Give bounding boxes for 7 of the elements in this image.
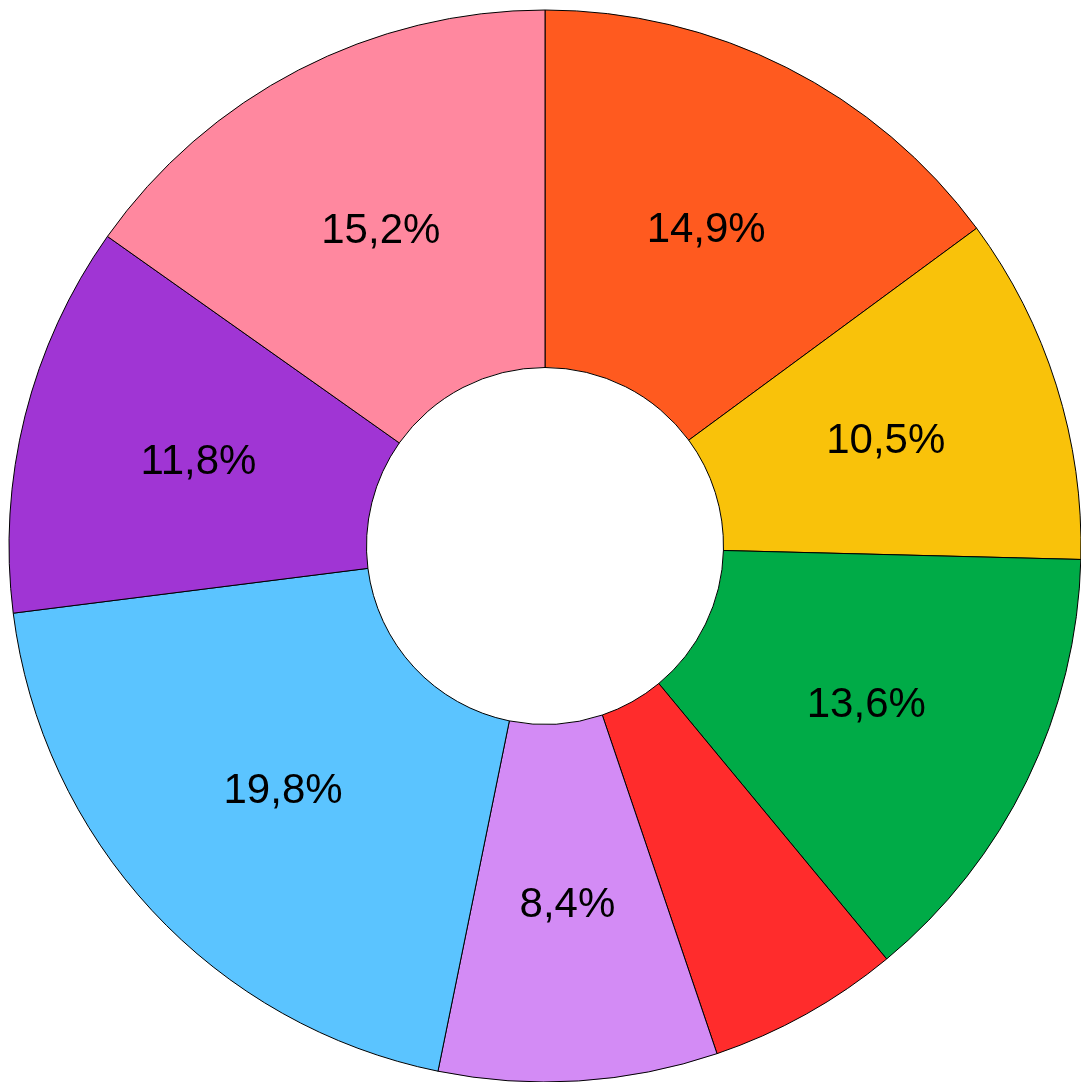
data-label: 11,8%: [140, 435, 257, 483]
data-label: 13,6%: [806, 678, 926, 726]
data-label: 8,4%: [519, 879, 616, 927]
data-label: 19,8%: [223, 765, 343, 813]
data-label: 15,2%: [321, 205, 441, 253]
data-label: 14,9%: [646, 203, 766, 251]
data-label: 10,5%: [826, 415, 946, 463]
